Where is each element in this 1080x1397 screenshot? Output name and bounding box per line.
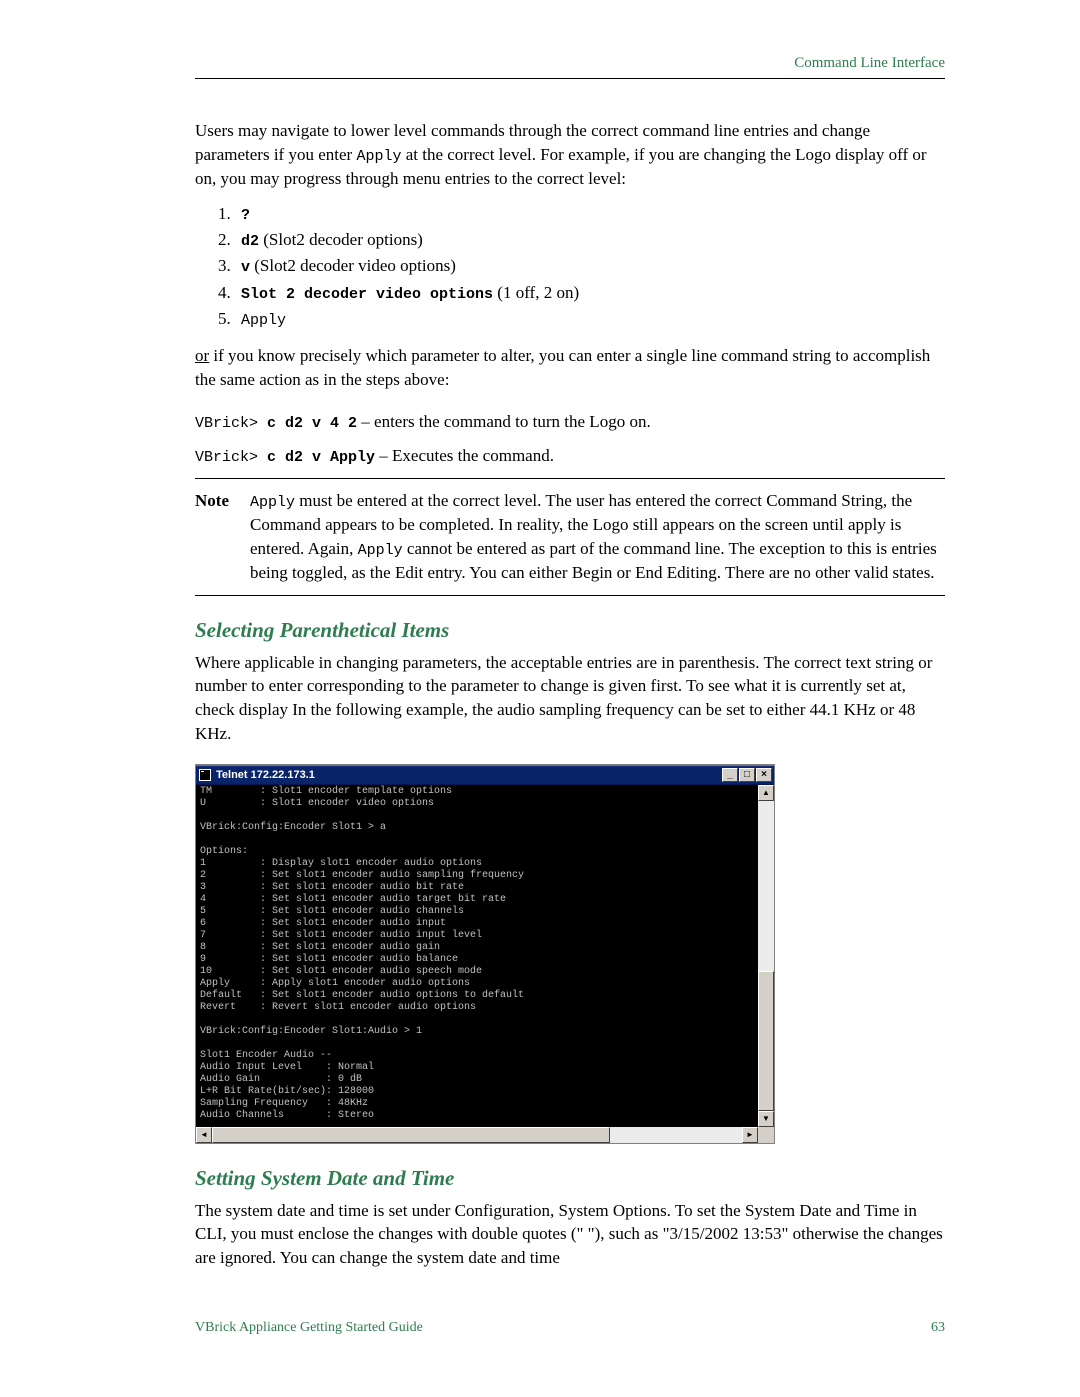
note-apply-2: Apply (358, 542, 403, 559)
step4-cmd: Slot 2 decoder video options (241, 286, 493, 303)
step-1: ? (235, 201, 945, 227)
footer-left: VBrick Appliance Getting Started Guide (195, 1320, 423, 1336)
step-4: Slot 2 decoder video options (1 off, 2 o… (235, 280, 945, 306)
heading-selecting: Selecting Parenthetical Items (195, 618, 945, 643)
vertical-scrollbar[interactable]: ▲ ▼ (758, 785, 774, 1127)
or-underline: or (195, 346, 209, 365)
intro-apply-code: Apply (356, 148, 401, 165)
scroll-left-button[interactable]: ◄ (196, 1127, 212, 1143)
note-apply-1: Apply (250, 494, 295, 511)
selecting-paragraph: Where applicable in changing parameters,… (195, 651, 945, 746)
close-button[interactable]: × (756, 768, 772, 782)
step1-cmd: ? (241, 207, 250, 224)
telnet-window: Telnet 172.22.173.1 _ □ × TM : Slot1 enc… (195, 764, 775, 1144)
ex2-cmd: c d2 v Apply (267, 449, 375, 466)
step3-cmd: v (241, 259, 250, 276)
or-text: if you know precisely which parameter to… (195, 346, 930, 389)
hscroll-track[interactable] (212, 1127, 742, 1143)
ex1-cmd: c d2 v 4 2 (267, 415, 357, 432)
telnet-content: TM : Slot1 encoder template options U : … (200, 786, 536, 1127)
note-body: Apply must be entered at the correct lev… (250, 489, 945, 585)
note-rule-top (195, 478, 945, 479)
step5-cmd: Apply (241, 312, 286, 329)
heading-date: Setting System Date and Time (195, 1166, 945, 1191)
ex2-txt: – Executes the command. (375, 446, 554, 465)
telnet-titlebar[interactable]: Telnet 172.22.173.1 _ □ × (196, 765, 774, 785)
or-paragraph: or if you know precisely which parameter… (195, 344, 945, 392)
example-2: VBrick> c d2 v Apply – Executes the comm… (195, 444, 945, 468)
step-3: v (Slot2 decoder video options) (235, 253, 945, 279)
scroll-corner (758, 1127, 774, 1143)
ex1-txt: – enters the command to turn the Logo on… (357, 412, 651, 431)
scroll-up-button[interactable]: ▲ (758, 785, 774, 801)
header-section-title: Command Line Interface (195, 55, 945, 72)
ex2-prompt: VBrick> (195, 449, 267, 466)
horizontal-scrollbar[interactable]: ◄ ► (196, 1127, 774, 1143)
step-2: d2 (Slot2 decoder options) (235, 227, 945, 253)
note-block: Note Apply must be entered at the correc… (195, 489, 945, 585)
example-1: VBrick> c d2 v 4 2 – enters the command … (195, 410, 945, 434)
hscroll-thumb[interactable] (212, 1127, 610, 1143)
ex1-prompt: VBrick> (195, 415, 267, 432)
scroll-down-button[interactable]: ▼ (758, 1111, 774, 1127)
telnet-output[interactable]: TM : Slot1 encoder template options U : … (196, 785, 758, 1127)
telnet-window-buttons: _ □ × (722, 768, 772, 782)
scroll-right-button[interactable]: ► (742, 1127, 758, 1143)
telnet-icon (198, 768, 212, 782)
vscroll-thumb[interactable] (758, 971, 774, 1111)
note-rule-bottom (195, 595, 945, 596)
step2-cmd: d2 (241, 233, 259, 250)
date-paragraph: The system date and time is set under Co… (195, 1199, 945, 1270)
maximize-button[interactable]: □ (739, 768, 755, 782)
minimize-button[interactable]: _ (722, 768, 738, 782)
telnet-title-text: Telnet 172.22.173.1 (216, 769, 722, 781)
intro-paragraph: Users may navigate to lower level comman… (195, 119, 945, 191)
footer-page-number: 63 (931, 1320, 945, 1336)
step-5: Apply (235, 306, 945, 332)
note-label: Note (195, 489, 240, 585)
vscroll-track[interactable] (758, 801, 774, 1111)
page-footer: VBrick Appliance Getting Started Guide 6… (195, 1320, 945, 1336)
step4-txt: (1 off, 2 on) (493, 283, 579, 302)
step2-txt: (Slot2 decoder options) (259, 230, 423, 249)
header-rule (195, 78, 945, 79)
steps-list: ? d2 (Slot2 decoder options) v (Slot2 de… (195, 201, 945, 333)
step3-txt: (Slot2 decoder video options) (250, 256, 456, 275)
